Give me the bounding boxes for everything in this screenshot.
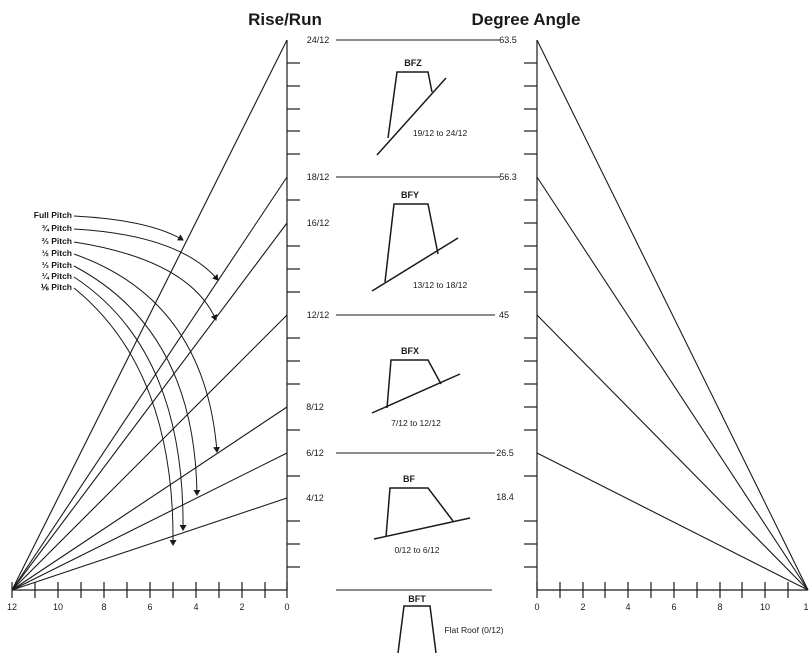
right-tick-12: 1 (803, 602, 808, 612)
pitch-label-third: ⅓ Pitch (42, 260, 72, 270)
rise-8-12: 8/12 (306, 402, 324, 412)
model-ranges: 19/12 to 24/12 13/12 to 18/12 7/12 to 12… (391, 128, 504, 635)
angle-labels: 63.5 56.3 45 26.5 18.4 (496, 35, 517, 502)
left-base-scale (11, 582, 288, 598)
model-range-bft: Flat Roof (0/12) (444, 625, 503, 635)
model-range-bfz: 19/12 to 24/12 (413, 128, 468, 138)
pitch-label-quarter: ¼ Pitch (42, 271, 72, 281)
angle-line-63-5 (536, 39, 809, 591)
pitch-labels: Full Pitch ¾ Pitch ⅔ Pitch ½ Pitch ⅓ Pit… (34, 210, 72, 292)
arrow-quarter-pitch (73, 276, 187, 531)
right-base-scale (536, 582, 808, 598)
left-tick-6: 6 (147, 602, 152, 612)
model-code-bft: BFT (408, 594, 426, 604)
pitch-line-6-12 (11, 452, 288, 591)
model-bfx-slope (371, 373, 461, 414)
model-codes: BFZ BFY BFX BF BFT (401, 58, 426, 604)
model-bf-slope (373, 517, 471, 540)
arrow-sixth-pitch (73, 287, 177, 546)
rise-6-12: 6/12 (306, 448, 324, 458)
rise-18-12: 18/12 (307, 172, 330, 182)
arrow-two-third-pitch (73, 241, 218, 321)
model-bft-shape (397, 605, 437, 654)
rise-labels: 24/12 18/12 16/12 12/12 8/12 6/12 4/12 (306, 35, 329, 503)
angle-45: 45 (499, 310, 509, 320)
angle-18-4: 18.4 (496, 492, 514, 502)
left-base-tick-labels: 12 10 8 6 4 2 0 (7, 602, 290, 612)
arrow-third-pitch (73, 265, 201, 496)
right-tick-2: 2 (580, 602, 585, 612)
right-tick-0: 0 (534, 602, 539, 612)
rise-24-12: 24/12 (307, 35, 330, 45)
left-tick-4: 4 (193, 602, 198, 612)
model-range-bf: 0/12 to 6/12 (395, 545, 440, 555)
model-range-bfy: 13/12 to 18/12 (413, 280, 468, 290)
model-code-bf: BF (403, 474, 415, 484)
pitch-line-24-12 (11, 39, 288, 591)
left-tick-8: 8 (101, 602, 106, 612)
connector-lines (336, 39, 500, 591)
pitch-arrows (73, 215, 221, 546)
model-shapes (371, 71, 471, 654)
right-tick-10: 10 (760, 602, 770, 612)
rise-run-header: Rise/Run (248, 10, 322, 29)
model-bfy-shape (384, 203, 439, 283)
pitch-label-full: Full Pitch (34, 210, 72, 220)
pitch-label-three-quarter: ¾ Pitch (42, 223, 72, 233)
model-bfx-shape (386, 359, 442, 409)
arrow-three-quarter-pitch (73, 228, 219, 281)
pitch-line-8-12 (11, 406, 288, 591)
model-bfz-slope (376, 77, 447, 156)
rise-16-12: 16/12 (307, 218, 330, 228)
rise-4-12: 4/12 (306, 493, 324, 503)
left-tick-12: 12 (7, 602, 17, 612)
model-code-bfz: BFZ (404, 58, 422, 68)
angle-26-5: 26.5 (496, 448, 514, 458)
pitch-line-16-12 (11, 222, 288, 591)
right-angle-lines (536, 39, 809, 591)
left-tick-0: 0 (284, 602, 289, 612)
angle-line-56-3 (536, 176, 809, 591)
right-tick-4: 4 (625, 602, 630, 612)
pitch-line-18-12 (11, 176, 288, 591)
pitch-line-12-12 (11, 314, 288, 591)
arrow-full-pitch (73, 215, 184, 241)
model-code-bfy: BFY (401, 190, 419, 200)
model-bfy-slope (371, 237, 459, 292)
pitch-label-two-third: ⅔ Pitch (42, 236, 72, 246)
angle-line-26-5 (536, 452, 809, 591)
right-tick-6: 6 (671, 602, 676, 612)
angle-56-3: 56.3 (499, 172, 517, 182)
angle-line-45 (536, 314, 809, 591)
model-bfz-shape (387, 71, 433, 139)
model-code-bfx: BFX (401, 346, 419, 356)
left-tick-10: 10 (53, 602, 63, 612)
right-vertical-scale (524, 40, 538, 590)
left-vertical-scale (286, 40, 300, 590)
rise-12-12: 12/12 (307, 310, 330, 320)
left-pitch-lines (11, 39, 288, 591)
left-tick-2: 2 (239, 602, 244, 612)
degree-angle-header: Degree Angle (472, 10, 581, 29)
pitch-label-half: ½ Pitch (42, 248, 72, 258)
angle-63-5: 63.5 (499, 35, 517, 45)
pitch-label-sixth: ⅙ Pitch (41, 282, 72, 292)
right-base-tick-labels: 0 2 4 6 8 10 1 (534, 602, 808, 612)
right-tick-8: 8 (717, 602, 722, 612)
pitch-line-4-12 (11, 497, 288, 591)
model-range-bfx: 7/12 to 12/12 (391, 418, 441, 428)
model-bf-shape (385, 487, 454, 538)
arrow-half-pitch (73, 253, 221, 453)
